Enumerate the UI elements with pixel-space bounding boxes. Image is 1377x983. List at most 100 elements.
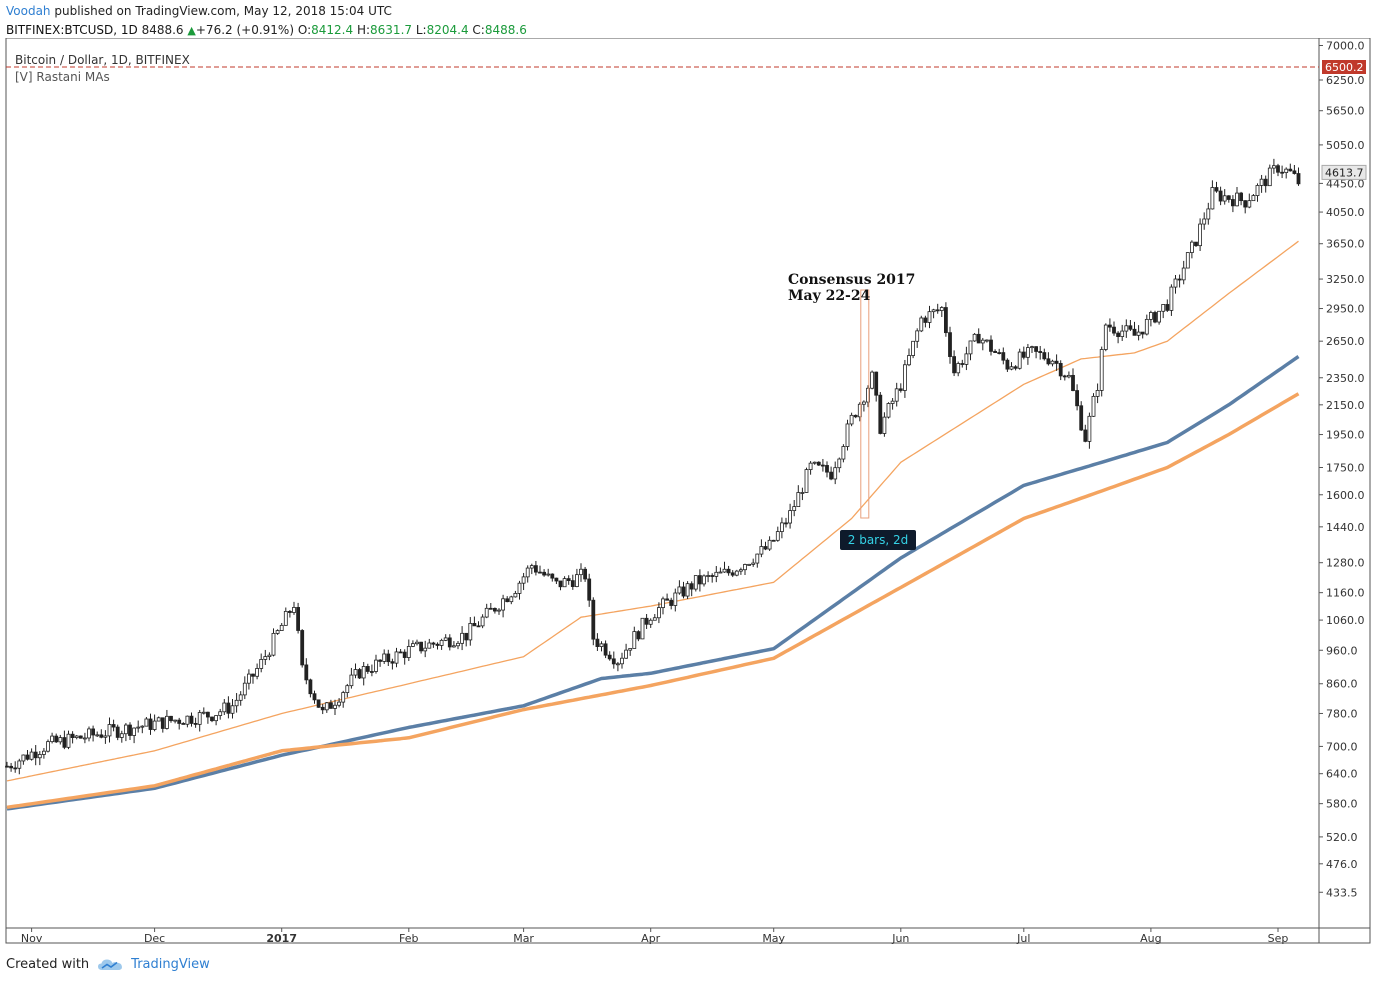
- candle-body: [1144, 318, 1149, 335]
- candle-body: [1206, 208, 1211, 220]
- candle: [476, 621, 481, 628]
- candle: [1165, 299, 1170, 312]
- candle: [870, 370, 874, 390]
- candle: [1128, 319, 1133, 332]
- candle: [54, 733, 59, 744]
- candle-body: [1132, 328, 1137, 336]
- candle-body: [119, 733, 124, 738]
- candle: [1206, 202, 1211, 225]
- candle: [689, 581, 694, 597]
- candle: [480, 614, 485, 629]
- candle-body: [911, 340, 915, 356]
- candle-body: [997, 352, 1002, 354]
- series-legend[interactable]: Bitcoin / Dollar, 1D, BITFINEX: [15, 53, 190, 67]
- candle-body: [382, 653, 387, 662]
- candle-body: [1091, 395, 1096, 417]
- candle: [390, 658, 395, 670]
- candle: [603, 640, 608, 659]
- candle: [1103, 323, 1108, 352]
- candle: [1161, 304, 1166, 319]
- candle: [230, 698, 235, 719]
- candle-body: [91, 728, 95, 736]
- candle-body: [333, 704, 337, 709]
- candle-body: [1095, 390, 1100, 397]
- candle-body: [1046, 358, 1051, 365]
- candle-body: [234, 699, 239, 707]
- high-value: 8631.7: [370, 23, 413, 37]
- candle: [874, 371, 879, 402]
- candle: [771, 539, 776, 542]
- candle-body: [1149, 312, 1153, 320]
- candle-body: [595, 638, 600, 647]
- candle-body: [259, 659, 264, 669]
- candle-body: [189, 715, 194, 724]
- candle: [484, 603, 489, 619]
- candle: [1276, 163, 1280, 177]
- candle: [751, 558, 756, 567]
- candle-body: [5, 765, 9, 768]
- candle-body: [722, 568, 727, 573]
- candle-body: [484, 607, 489, 618]
- candle: [739, 567, 743, 575]
- candle: [328, 699, 333, 709]
- candle-body: [972, 333, 977, 342]
- candle-body: [451, 645, 456, 648]
- candle: [369, 664, 374, 677]
- candle-body: [464, 632, 469, 641]
- candle-body: [534, 565, 538, 573]
- candle-body: [587, 578, 592, 601]
- candle-body: [603, 643, 608, 656]
- candle-body: [960, 363, 965, 365]
- candle: [1181, 260, 1186, 285]
- candle-body: [42, 750, 46, 755]
- candle: [5, 761, 9, 768]
- candle: [849, 412, 854, 427]
- candle: [160, 717, 165, 733]
- candle: [95, 731, 100, 738]
- candle-body: [767, 539, 772, 550]
- candle: [1218, 186, 1223, 206]
- candle-body: [505, 598, 510, 603]
- candle: [1001, 347, 1006, 365]
- y-tick-label: 1280.0: [1326, 557, 1365, 570]
- candle-body: [825, 465, 829, 473]
- candle: [1210, 180, 1215, 210]
- candle-body: [763, 546, 768, 550]
- candle-body: [1292, 170, 1297, 174]
- candle-body: [1067, 374, 1071, 378]
- candle-body: [66, 733, 71, 748]
- candle: [21, 754, 26, 765]
- candle: [620, 652, 624, 669]
- author-link[interactable]: Voodah: [6, 4, 51, 18]
- candle-body: [989, 339, 993, 352]
- candle: [989, 335, 993, 356]
- candle-body: [542, 571, 546, 576]
- candle-body: [296, 607, 301, 631]
- price-chart[interactable]: 7000.0 6250.0 5650.0 5050.0 4450.0 4050.0 3650…: [0, 38, 1377, 952]
- tradingview-link[interactable]: TradingView: [131, 957, 210, 972]
- candle: [201, 707, 206, 715]
- candle-body: [439, 639, 444, 646]
- candle-body: [205, 711, 210, 718]
- candle-body: [775, 531, 780, 541]
- candle-body: [107, 724, 112, 737]
- candle: [529, 563, 534, 575]
- candle: [1222, 189, 1227, 205]
- indicator-legend[interactable]: [V] Rastani MAs: [15, 70, 110, 84]
- candle: [1177, 274, 1182, 288]
- candle: [534, 560, 538, 576]
- candle: [591, 597, 596, 646]
- candle: [607, 651, 612, 661]
- close-value: 8488.6: [484, 23, 527, 37]
- candle: [472, 616, 477, 627]
- candle-body: [1140, 331, 1145, 335]
- candle-body: [525, 567, 530, 578]
- candle: [439, 638, 444, 650]
- candle: [763, 541, 768, 551]
- candle-body: [546, 573, 551, 576]
- candle: [1190, 240, 1194, 259]
- candle: [25, 749, 30, 761]
- candle-body: [1136, 331, 1141, 336]
- candle-body: [1251, 195, 1256, 202]
- candle: [1231, 195, 1235, 213]
